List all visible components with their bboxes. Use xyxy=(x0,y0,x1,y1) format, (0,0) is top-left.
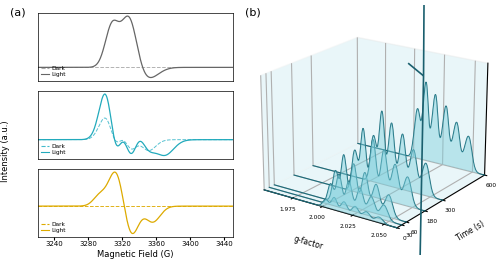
Legend: Dark, Light: Dark, Light xyxy=(40,222,66,234)
Text: (a): (a) xyxy=(10,8,26,18)
Legend: Dark, Light: Dark, Light xyxy=(40,66,66,78)
X-axis label: g-factor: g-factor xyxy=(292,234,324,251)
X-axis label: Magnetic Field (G): Magnetic Field (G) xyxy=(97,250,174,258)
Text: (b): (b) xyxy=(245,8,261,18)
Legend: Dark, Light: Dark, Light xyxy=(40,144,66,156)
Text: Intensity (a.u.): Intensity (a.u.) xyxy=(2,120,11,182)
Y-axis label: Time (s): Time (s) xyxy=(455,219,486,243)
